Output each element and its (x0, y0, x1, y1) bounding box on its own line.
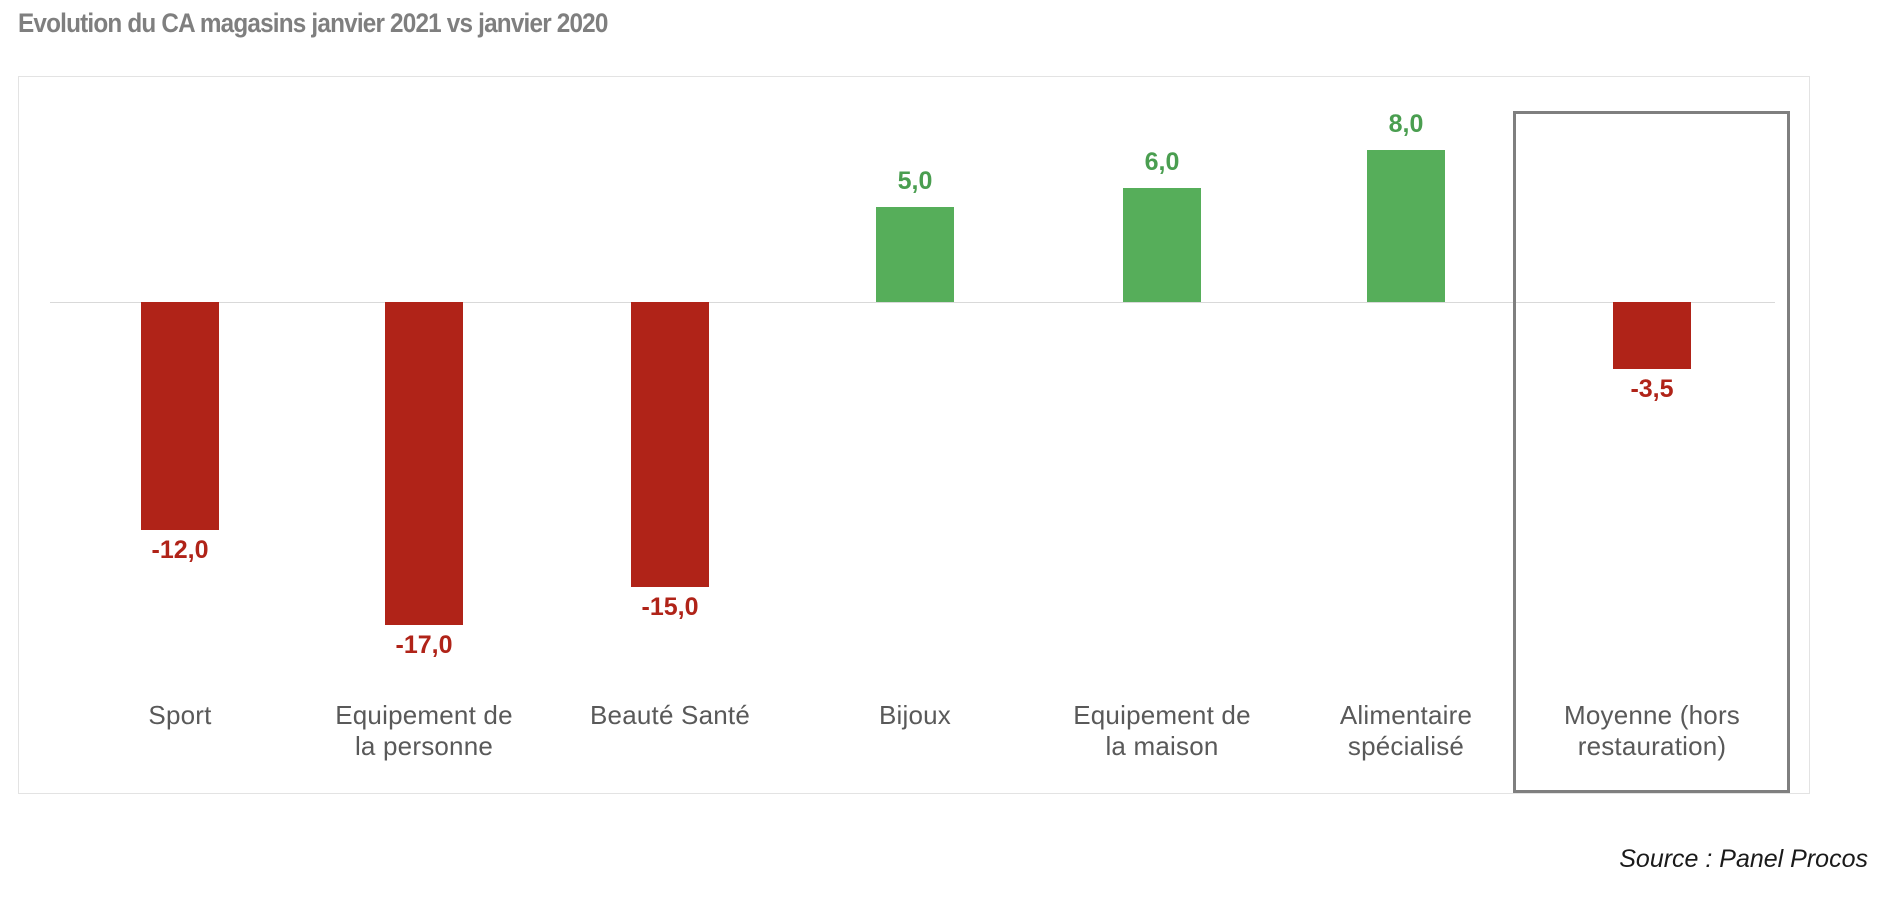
category-label-line2: la maison (1105, 730, 1219, 761)
value-label-1: -12,0 (151, 536, 209, 564)
value-label-6: 8,0 (1388, 110, 1424, 138)
category-label-line1: Sport (148, 700, 212, 730)
highlight-box-moyenne (1513, 111, 1790, 793)
category-label-line2: restauration) (1577, 730, 1727, 761)
category-label-line2: spécialisé (1347, 730, 1465, 761)
source-note: Source : Panel Procos (1619, 845, 1868, 873)
bar-7[interactable] (1613, 302, 1691, 369)
value-label-5: 6,0 (1144, 148, 1180, 176)
plot-frame (18, 76, 1810, 794)
category-label-3: Beauté Santé (560, 700, 780, 731)
category-label-line1: Bijoux (878, 700, 951, 730)
category-label-5: Equipement de la maison (1052, 700, 1272, 761)
category-label-line2: la personne (354, 730, 494, 761)
bar-6[interactable] (1367, 150, 1445, 302)
bar-4[interactable] (876, 207, 954, 302)
value-label-3: -15,0 (641, 593, 699, 621)
bar-3[interactable] (631, 302, 709, 587)
category-label-line1: Alimentaire (1339, 700, 1473, 730)
category-label-line1: Moyenne (hors (1563, 700, 1741, 730)
value-label-4: 5,0 (897, 167, 933, 195)
category-label-line1: Equipement de (335, 700, 513, 730)
category-label-7: Moyenne (hors restauration) (1542, 700, 1762, 761)
category-label-2: Equipement de la personne (314, 700, 534, 761)
zero-baseline (50, 302, 1775, 303)
category-label-1: Sport (70, 700, 290, 731)
bar-2[interactable] (385, 302, 463, 625)
category-label-4: Bijoux (805, 700, 1025, 731)
bar-1[interactable] (141, 302, 219, 530)
value-label-7: -3,5 (1630, 374, 1674, 403)
value-label-2: -17,0 (395, 631, 453, 659)
page-title: Evolution du CA magasins janvier 2021 vs… (18, 8, 608, 38)
category-label-line1: Equipement de (1073, 700, 1251, 730)
category-label-6: Alimentaire spécialisé (1296, 700, 1516, 761)
bar-5[interactable] (1123, 188, 1201, 302)
category-label-line1: Beauté Santé (590, 700, 750, 730)
